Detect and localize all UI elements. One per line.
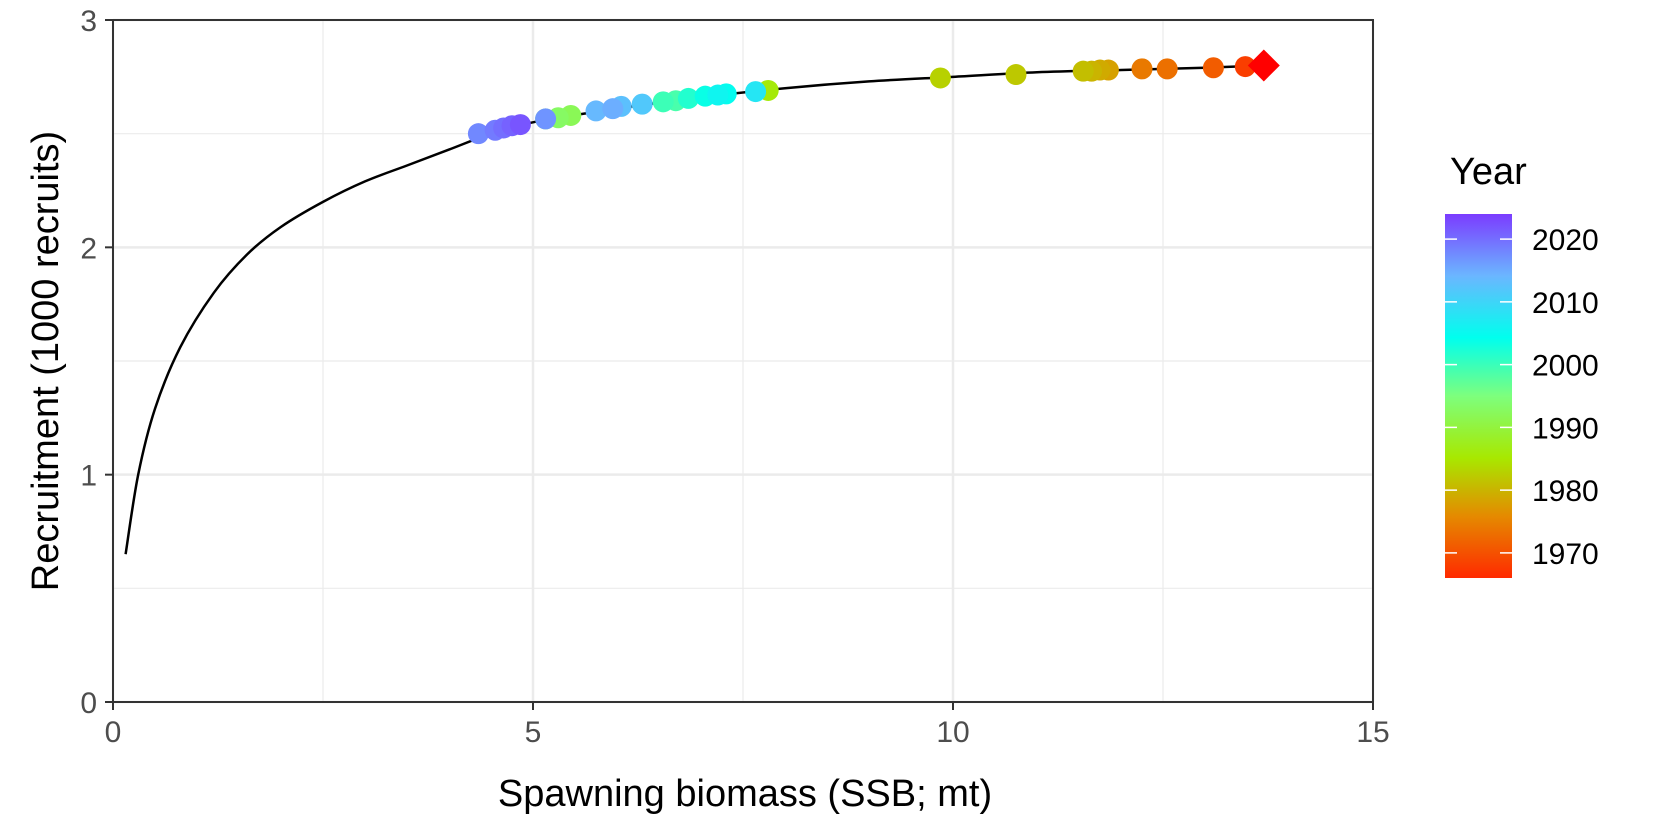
data-point (1131, 58, 1153, 80)
data-point (677, 87, 699, 109)
legend-title: Year (1450, 151, 1527, 193)
legend-tick-label: 2010 (1532, 287, 1599, 320)
legend-ticks: 1970 1980 1990 2000 2010 2020 (1445, 224, 1599, 571)
y-axis-title: Recruitment (1000 recruits) (25, 131, 67, 591)
x-tick-label: 5 (525, 716, 542, 749)
legend-tick-label: 1990 (1532, 412, 1599, 445)
legend-colorbar (1445, 214, 1512, 578)
data-point (1202, 57, 1224, 79)
data-point (1072, 60, 1094, 82)
x-axis-ticks: 0 5 10 15 (105, 702, 1390, 749)
y-tick-label: 2 (80, 232, 97, 265)
data-point (1005, 64, 1027, 86)
y-axis-ticks: 0 1 2 3 (80, 5, 113, 720)
y-tick-label: 3 (80, 5, 97, 38)
data-point (745, 81, 767, 103)
legend-tick-label: 2000 (1532, 350, 1599, 383)
legend-tick-label: 2020 (1532, 224, 1599, 257)
data-point (652, 91, 674, 113)
data-point (929, 67, 951, 89)
data-point (1234, 56, 1256, 78)
y-tick-label: 1 (80, 460, 97, 493)
plot-border (112, 19, 1374, 703)
data-point (707, 84, 729, 106)
data-point (631, 93, 653, 115)
x-tick-label: 15 (1356, 716, 1389, 749)
data-point (467, 123, 489, 145)
data-points (467, 56, 1256, 145)
data-point (585, 100, 607, 122)
y-tick-label: 0 (80, 687, 97, 720)
x-axis-title: Spawning biomass (SSB; mt) (498, 773, 992, 815)
data-point (1156, 58, 1178, 80)
legend: Year 1970 1980 1990 2000 2010 2020 (1445, 151, 1599, 578)
x-tick-label: 0 (105, 716, 122, 749)
data-point (509, 114, 531, 136)
data-point (602, 98, 624, 120)
x-tick-label: 10 (936, 716, 969, 749)
data-point (535, 108, 557, 130)
legend-tick-label: 1970 (1532, 538, 1599, 571)
legend-tick-label: 1980 (1532, 475, 1599, 508)
current-year-marker (1247, 49, 1280, 82)
